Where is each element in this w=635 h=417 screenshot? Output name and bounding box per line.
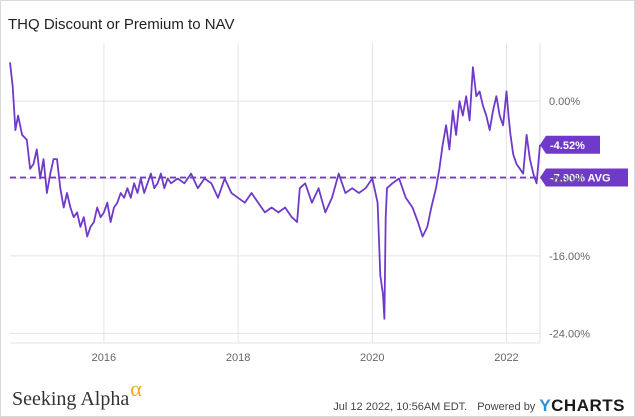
- x-tick-label: 2016: [92, 352, 116, 364]
- grid-lines: [10, 43, 541, 344]
- seeking-alpha-logo: Seeking Alphaα: [12, 376, 142, 411]
- y-tick-label: -24.00%: [549, 328, 590, 340]
- y-tick-label: 0.00%: [549, 96, 580, 108]
- y-tick-label: -8.00%: [549, 173, 584, 185]
- series-layer: [9, 62, 541, 320]
- alpha-mark: α: [130, 376, 142, 401]
- last-value-badge: -4.52%: [540, 135, 600, 154]
- average-badge-shape: [540, 168, 628, 187]
- ycharts-logo: YCHARTS: [539, 396, 625, 416]
- ycharts-logo-rest: CHARTS: [551, 396, 625, 415]
- timestamp-text: Jul 12 2022, 10:56AM EDT.: [333, 401, 468, 413]
- x-tick-label: 2018: [226, 352, 250, 364]
- chart-plot: -7.90% AVG -4.52% 0.00% -8.00% -16.00% -24.0…: [9, 43, 628, 364]
- average-badge: -7.90% AVG: [540, 168, 628, 187]
- x-tick-label: 2022: [494, 352, 518, 364]
- x-tick-label: 2020: [360, 352, 384, 364]
- tick-labels: 0.00% -8.00% -16.00% -24.00% 2016 2018 2020 202…: [92, 96, 591, 364]
- brand-name: Seeking Alpha: [12, 388, 130, 410]
- ycharts-logo-y: Y: [539, 396, 552, 415]
- last-value-badge-shape: [540, 135, 600, 154]
- average-badge-label: -7.90% AVG: [550, 173, 611, 185]
- footer-meta: Jul 12 2022, 10:56AM EDT. Powered by YCH…: [333, 396, 625, 417]
- last-value-badge-label: -4.52%: [550, 140, 585, 152]
- chart-title: THQ Discount or Premium to NAV: [8, 16, 235, 33]
- powered-by-text: Powered by: [477, 401, 536, 413]
- badge-layer: -7.90% AVG -4.52%: [540, 135, 628, 187]
- y-tick-label: -16.00%: [549, 251, 590, 263]
- series-line: [9, 62, 541, 320]
